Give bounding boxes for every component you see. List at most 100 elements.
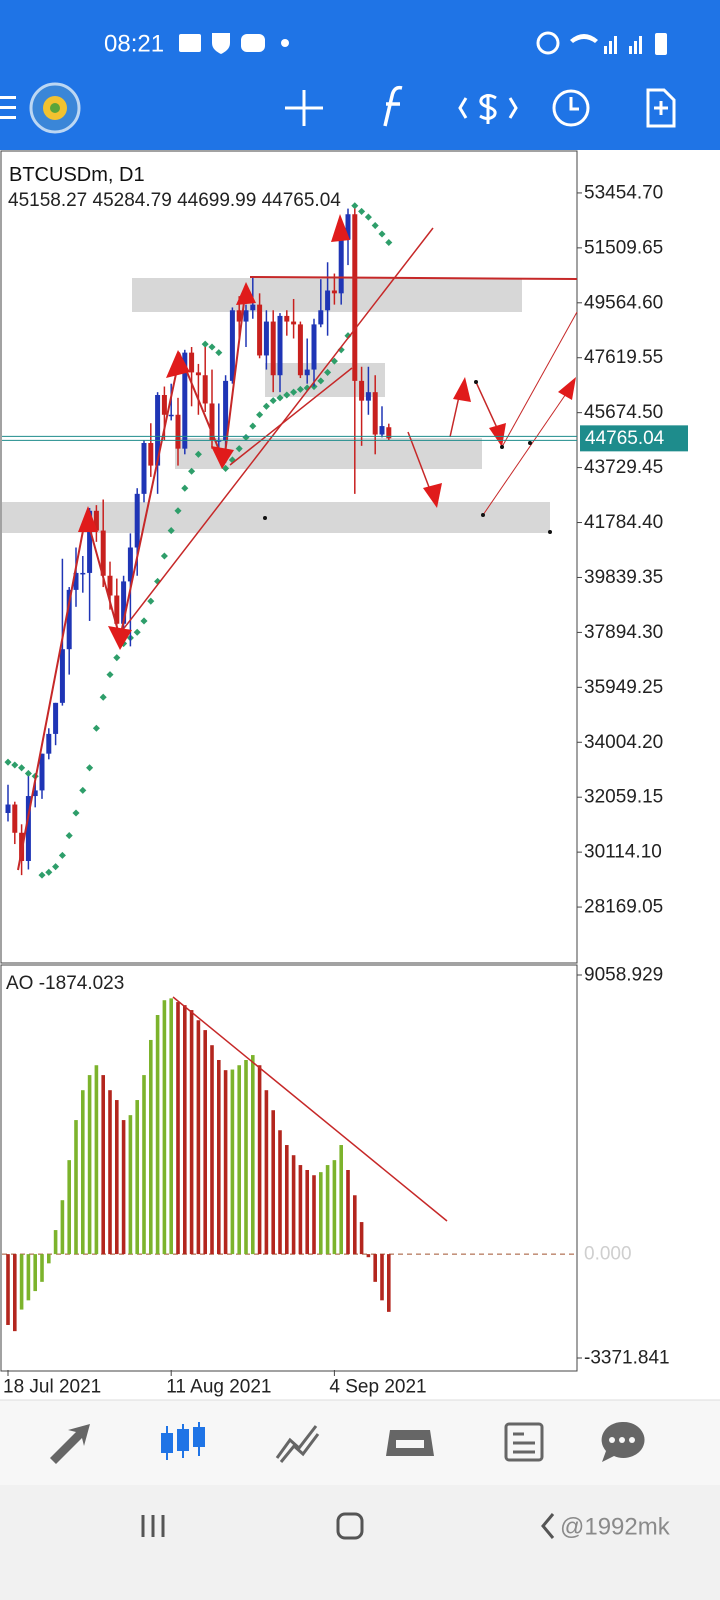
- home-button[interactable]: [336, 1512, 364, 1540]
- sar-dot: [385, 238, 393, 247]
- new-order-button[interactable]: [646, 88, 676, 128]
- candle-body: [250, 304, 256, 311]
- ao-bar: [373, 1254, 377, 1282]
- candle-body: [53, 702, 59, 734]
- ao-header: AO -1874.023: [6, 973, 124, 994]
- sar-dot: [106, 671, 114, 679]
- ao-bar: [353, 1195, 357, 1255]
- sar-dot: [371, 222, 379, 230]
- app-logo[interactable]: [29, 82, 81, 134]
- candle-body: [59, 649, 65, 703]
- system-nav: [0, 1485, 720, 1600]
- candle-body: [114, 595, 120, 624]
- ohlc-high: 45284.79: [93, 190, 172, 211]
- sar-dot: [167, 527, 175, 535]
- y-tick-label: 47619.55: [584, 347, 663, 368]
- nav-news[interactable]: [504, 1422, 544, 1462]
- ao-bar: [53, 1230, 58, 1255]
- sar-dot: [324, 368, 332, 376]
- arrowhead: [236, 282, 256, 305]
- sar-dot: [86, 764, 94, 772]
- ao-bar: [312, 1175, 316, 1255]
- ao-bar: [244, 1059, 248, 1255]
- back-button[interactable]: [541, 1513, 555, 1539]
- ao-bar: [108, 1090, 112, 1255]
- candle-body: [229, 310, 235, 381]
- candle-body: [148, 443, 154, 466]
- candle-body: [175, 414, 181, 449]
- ohlc-header: 45158.27 45284.79 44699.99 44765.04: [8, 190, 341, 211]
- sar-dot: [378, 230, 386, 238]
- ao-bar: [33, 1254, 37, 1292]
- ao-bar: [346, 1169, 350, 1255]
- ao-bar: [142, 1075, 146, 1255]
- candle-body: [100, 530, 106, 576]
- candle-body: [80, 572, 86, 575]
- candle-body: [304, 369, 310, 376]
- candle-body: [127, 547, 133, 582]
- ao-bar: [60, 1200, 65, 1255]
- sar-dot: [140, 617, 148, 625]
- arrowhead: [211, 446, 234, 469]
- history-button[interactable]: [552, 89, 590, 127]
- sar-dot: [208, 343, 216, 351]
- trend-line: [229, 367, 353, 466]
- ao-bar: [271, 1110, 275, 1255]
- ao-bar: [169, 998, 173, 1255]
- menu-button[interactable]: [0, 96, 16, 119]
- y-tick-label: 9058.929: [584, 964, 663, 985]
- ao-bar: [230, 1069, 235, 1255]
- nav-chat[interactable]: [601, 1421, 645, 1462]
- recents-button[interactable]: [141, 1515, 165, 1537]
- candle-body: [168, 414, 174, 417]
- candle-body: [12, 804, 18, 833]
- candle-body: [216, 440, 222, 442]
- crosshair-button[interactable]: [285, 90, 323, 126]
- ao-bar: [305, 1169, 309, 1255]
- nav-trade[interactable]: [275, 1425, 320, 1463]
- projection-line: [501, 311, 578, 448]
- sar-dot: [201, 340, 209, 348]
- sar-dot: [174, 507, 182, 515]
- y-tick-label: 32059.15: [584, 787, 663, 808]
- ao-bar: [74, 1120, 78, 1255]
- ao-bar: [67, 1160, 71, 1255]
- ao-bar: [81, 1090, 85, 1255]
- sar-dot: [283, 391, 291, 399]
- price-tag-label: 44765.04: [585, 428, 665, 449]
- ao-bar: [87, 1075, 92, 1255]
- trend-line: [117, 227, 434, 637]
- sar-dot: [262, 402, 270, 410]
- trade-button[interactable]: [458, 94, 518, 124]
- candle-body: [236, 310, 242, 322]
- ao-bar: [291, 1155, 296, 1255]
- y-tick-label: 51509.65: [584, 237, 663, 258]
- sar-dot: [160, 552, 168, 560]
- ao-bar: [387, 1254, 391, 1312]
- candle-body: [386, 427, 392, 439]
- nav-history[interactable]: [386, 1430, 434, 1456]
- sar-dot: [276, 394, 284, 402]
- candle-body: [73, 572, 79, 590]
- nav-chart[interactable]: [161, 1422, 205, 1460]
- sar-dot: [330, 357, 338, 365]
- ao-title: AO: [6, 973, 33, 994]
- candle-body: [189, 352, 195, 373]
- ao-bar: [26, 1254, 31, 1301]
- candle-body: [257, 304, 263, 356]
- nav-quotes[interactable]: [50, 1424, 90, 1464]
- watermark: @1992mk: [560, 1514, 671, 1541]
- candle-body: [25, 796, 31, 862]
- arrowheads: [78, 214, 576, 650]
- y-tick-label: 45674.50: [584, 402, 663, 423]
- y-tick-label: 49564.60: [584, 292, 663, 313]
- ao-bar: [115, 1100, 119, 1255]
- y-tick-label: 37894.30: [584, 622, 663, 643]
- y-tick-label: 30114.10: [584, 842, 662, 863]
- indicators-button[interactable]: [383, 85, 403, 127]
- ao-bar: [94, 1065, 99, 1255]
- toolbar: [0, 82, 676, 134]
- y-tick-label: 28169.05: [584, 897, 663, 918]
- ao-bar: [196, 1020, 201, 1255]
